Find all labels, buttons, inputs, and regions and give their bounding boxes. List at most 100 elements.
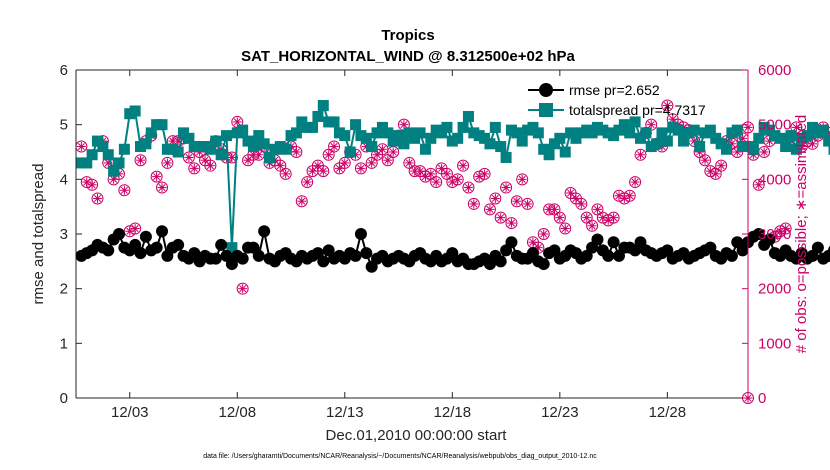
chart-subtitle: SAT_HORIZONTAL_WIND @ 8.312500e+02 hPa <box>241 48 575 65</box>
obs-assimilated-marker <box>496 213 506 223</box>
obs-possible-marker <box>516 173 529 186</box>
obs-possible-marker <box>575 197 588 210</box>
left-y-axis-label: rmse and totalspread <box>30 164 47 305</box>
totalspread-point <box>129 105 141 117</box>
obs-possible-marker <box>322 148 335 161</box>
asterisk-stroke <box>486 205 494 213</box>
asterisk-stroke <box>529 238 537 246</box>
obs-assimilated-marker <box>711 169 721 179</box>
rmse-point <box>317 255 330 268</box>
obs-assimilated-marker <box>635 150 645 160</box>
obs-assimilated-marker <box>469 199 479 209</box>
obs-possible-marker <box>494 211 507 224</box>
asterisk-stroke <box>701 156 709 164</box>
totalspread-point <box>511 127 523 139</box>
obs-possible-marker <box>661 99 674 112</box>
totalspread-point <box>780 141 792 153</box>
totalspread-point <box>624 127 636 139</box>
totalspread-point <box>280 143 292 155</box>
obs-assimilated-marker <box>119 185 129 195</box>
rmse-point <box>139 230 152 243</box>
obs-possible-marker <box>478 167 491 180</box>
totalspread-point <box>828 143 830 155</box>
asterisk-stroke <box>228 153 236 162</box>
obs-assimilated-marker <box>490 193 500 203</box>
totalspread-point <box>237 124 249 136</box>
asterisk-stroke <box>314 162 322 170</box>
rmse-point <box>591 233 604 246</box>
totalspread-point <box>419 143 431 155</box>
asterisk-stroke <box>405 159 413 167</box>
rmse-point <box>349 249 362 262</box>
obs-assimilated-marker <box>587 221 597 231</box>
totalspread-point <box>774 132 786 144</box>
obs-possible-marker <box>505 217 518 230</box>
totalspread-point <box>102 149 114 161</box>
obs-possible-marker <box>489 192 502 205</box>
totalspread-point <box>425 132 437 144</box>
rmse-point <box>215 238 228 251</box>
rmse-point <box>258 225 271 238</box>
rmse-point <box>602 249 615 262</box>
rmse-point <box>607 236 620 249</box>
left-y-axis-ticks: 0 1 2 3 4 5 6 <box>60 62 82 407</box>
asterisk-stroke <box>174 137 182 145</box>
asterisk-stroke <box>567 189 575 197</box>
obs-possible-marker <box>381 154 394 167</box>
asterisk-stroke <box>647 121 655 129</box>
asterisk-stroke <box>588 222 596 230</box>
obs-possible-marker <box>188 162 201 175</box>
obs-assimilated-marker <box>523 199 533 209</box>
obs-assimilated-marker <box>291 147 301 157</box>
obs-possible-marker <box>500 181 513 194</box>
asterisk-stroke <box>319 167 327 175</box>
asterisk-stroke <box>368 159 376 167</box>
totalspread-point <box>253 130 265 142</box>
rmse-point <box>102 244 115 257</box>
legend: rmse pr=2.652 totalspread pr=4.7317 <box>528 82 706 118</box>
asterisk-stroke <box>136 156 145 164</box>
asterisk-stroke <box>577 200 585 208</box>
totalspread-point <box>452 132 464 144</box>
asterisk-stroke <box>454 175 462 183</box>
asterisk-stroke <box>572 194 580 203</box>
totalspread-point <box>290 127 302 139</box>
obs-assimilated-marker <box>189 163 199 173</box>
obs-assimilated-marker <box>157 183 167 193</box>
rmse-point <box>725 249 738 262</box>
totalspread-point <box>172 146 184 158</box>
obs-assimilated-marker <box>582 213 592 223</box>
chart-title: Tropics <box>381 27 434 44</box>
totalspread-point <box>704 124 716 136</box>
totalspread-point <box>731 124 743 136</box>
totalspread-point <box>350 119 362 131</box>
obs-possible-marker <box>118 184 131 197</box>
rmse-point <box>134 247 147 260</box>
left-y-tick-label: 6 <box>60 62 68 79</box>
totalspread-point <box>747 143 759 155</box>
x-tick-label: 12/18 <box>434 404 472 421</box>
obs-possible-marker <box>553 211 566 224</box>
obs-assimilated-marker <box>87 180 97 190</box>
totalspread-point <box>328 116 340 128</box>
legend-rmse-marker <box>539 83 553 97</box>
asterisk-stroke <box>190 164 198 172</box>
totalspread-point <box>495 141 507 153</box>
asterisk-stroke <box>432 178 440 186</box>
obs-assimilated-marker <box>76 142 86 152</box>
asterisk-stroke <box>760 148 768 156</box>
asterisk-stroke <box>712 170 720 178</box>
left-y-tick-label: 1 <box>60 335 68 352</box>
asterisk-stroke <box>626 192 634 200</box>
asterisk-stroke <box>593 205 602 213</box>
totalspread-point <box>145 127 157 139</box>
obs-assimilated-marker <box>227 152 237 162</box>
asterisk-stroke <box>126 227 134 235</box>
left-y-tick-label: 4 <box>60 171 68 188</box>
asterisk-stroke <box>475 173 483 181</box>
obs-assimilated-marker <box>539 229 549 239</box>
obs-assimilated-marker <box>716 161 726 171</box>
obs-possible-marker <box>752 178 765 191</box>
obs-possible-marker <box>521 197 534 210</box>
obs-possible-marker <box>354 162 367 175</box>
